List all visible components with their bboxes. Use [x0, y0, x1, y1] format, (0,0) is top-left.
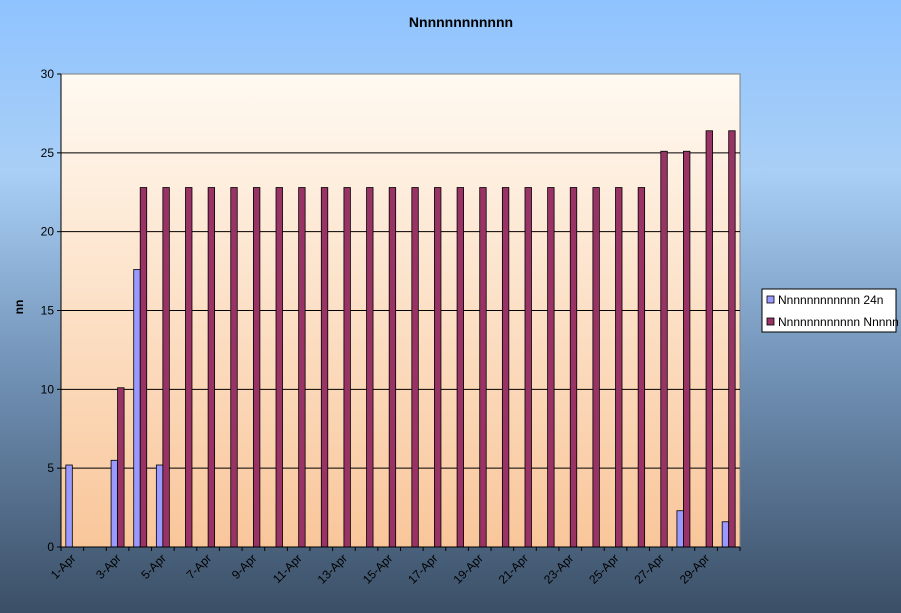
bar-series2 [547, 187, 555, 548]
bar-series2 [162, 187, 170, 548]
bar-series2 [728, 130, 736, 548]
bar-series1 [133, 269, 141, 548]
bar-series2 [343, 187, 351, 548]
x-tick-label: 5-Apr [138, 551, 169, 582]
bar-series1 [155, 464, 164, 548]
legend-label: Nnnnnnnnnnnn 24n [778, 293, 883, 307]
legend-label: Nnnnnnnnnnnn Nnnnn [778, 315, 899, 329]
bar-series2 [366, 187, 374, 548]
bar-series2 [139, 187, 148, 548]
chart-title: Nnnnnnnnnnnn [409, 14, 513, 30]
y-axis-label: nn [12, 300, 26, 315]
bar-series2 [411, 187, 419, 548]
y-tick-label: 10 [41, 382, 55, 396]
bar-series2 [117, 387, 125, 548]
bar-series1 [721, 521, 730, 548]
y-tick-label: 25 [41, 146, 55, 160]
bar-series2 [434, 187, 442, 548]
x-tick-label: 11-Apr [270, 551, 305, 586]
bar-series1 [65, 464, 73, 548]
bar-series2 [501, 187, 510, 548]
bar-series2 [683, 150, 691, 548]
x-tick-label: 15-Apr [360, 551, 395, 586]
x-tick-label: 19-Apr [450, 551, 485, 586]
bar-series2 [524, 187, 532, 548]
bar-series2 [275, 187, 283, 548]
x-tick-label: 7-Apr [184, 551, 215, 582]
x-tick-label: 3-Apr [93, 551, 124, 582]
bars [65, 130, 736, 548]
y-tick-label: 15 [41, 304, 55, 318]
bar-series2 [615, 187, 623, 548]
bar-series2 [456, 187, 464, 548]
legend-swatch [766, 317, 775, 326]
y-tick-label: 30 [41, 67, 55, 81]
x-tick-label: 13-Apr [315, 551, 350, 586]
y-tick-label: 0 [47, 540, 54, 554]
legend-box [761, 288, 897, 333]
bar-series2 [230, 187, 238, 548]
bar-series2 [252, 187, 261, 548]
y-tick-label: 5 [47, 461, 54, 475]
legend: Nnnnnnnnnnnn 24n Nnnnnnnnnnnn Nnnnn [761, 288, 899, 333]
bar-series1 [676, 510, 684, 548]
x-tick-label: 23-Apr [541, 551, 576, 586]
legend-swatch [766, 295, 775, 304]
x-tick-label: 9-Apr [229, 551, 260, 582]
bar-series2 [592, 187, 600, 548]
bar-series2 [388, 187, 397, 548]
bar-series2 [569, 187, 578, 548]
bar-series2 [660, 150, 668, 548]
bar-series2 [705, 130, 713, 548]
y-tick-label: 20 [41, 225, 55, 239]
x-tick-label: 17-Apr [405, 551, 440, 586]
x-tick-label: 21-Apr [496, 551, 531, 586]
bar-series2 [207, 187, 216, 548]
bar-series2 [298, 187, 306, 548]
x-tick-label: 29-Apr [677, 551, 712, 586]
gridlines [61, 152, 740, 469]
x-tick-label: 25-Apr [586, 551, 621, 586]
bar-series2 [637, 187, 646, 548]
x-tick-label: 27-Apr [632, 551, 667, 586]
bar-series2 [479, 187, 487, 548]
bar-series1 [110, 459, 118, 548]
bar-series2 [320, 187, 329, 548]
bar-series2 [185, 187, 193, 548]
x-tick-label: 1-Apr [48, 551, 79, 582]
